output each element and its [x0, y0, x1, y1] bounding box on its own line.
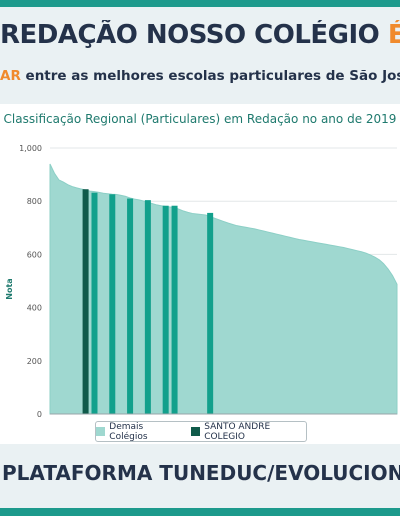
legend-item-highlight: SANTO ANDRE COLEGIO [190, 421, 306, 442]
chart: 0 200 400 600 800 1,000 Nota [5, 144, 398, 419]
top-accent-bar [0, 0, 400, 7]
y-tick-label: 800 [27, 197, 42, 206]
legend-swatch-others [96, 427, 106, 436]
y-tick-label: 200 [27, 357, 42, 366]
bar-school [109, 194, 116, 414]
headline: REDAÇÃO NOSSO COLÉGIO É LID [0, 20, 400, 50]
legend-label-highlight: SANTO ANDRE COLEGIO [204, 421, 271, 442]
subheadline-accent: AR [0, 68, 21, 84]
y-tick-label: 400 [27, 304, 42, 313]
area-series-demais-colegios [49, 163, 398, 415]
bar-school [144, 200, 151, 414]
chart-title: Classificação Regional (Particulares) em… [3, 112, 397, 126]
legend-label-others: Demais Colégios [109, 421, 148, 442]
y-axis-label: Nota [5, 278, 14, 299]
legend-swatch-highlight [190, 427, 201, 436]
y-tick-label: 1,000 [19, 144, 42, 153]
chart-legend: Demais Colégios SANTO ANDRE COLEGIO [95, 421, 307, 442]
bar-highlight [82, 189, 89, 414]
y-tick-label: 600 [27, 250, 42, 259]
y-tick-label: 0 [37, 410, 42, 419]
headline-accent: É LID [387, 20, 400, 50]
bar-school [162, 205, 169, 414]
subheadline: AR entre as melhores escolas particulare… [0, 68, 400, 84]
bar-school [127, 198, 134, 414]
footer-text: PLATAFORMA TUNEDUC/EVOLUCIONAL [2, 461, 400, 485]
legend-item-others: Demais Colégios [96, 422, 179, 442]
headline-main: REDAÇÃO NOSSO COLÉGIO [0, 20, 388, 50]
bar-school [207, 212, 214, 414]
bottom-accent-bar [0, 508, 400, 516]
bar-school [171, 205, 178, 414]
bar-school [91, 192, 98, 414]
subheadline-rest: entre as melhores escolas particulares d… [25, 68, 400, 84]
